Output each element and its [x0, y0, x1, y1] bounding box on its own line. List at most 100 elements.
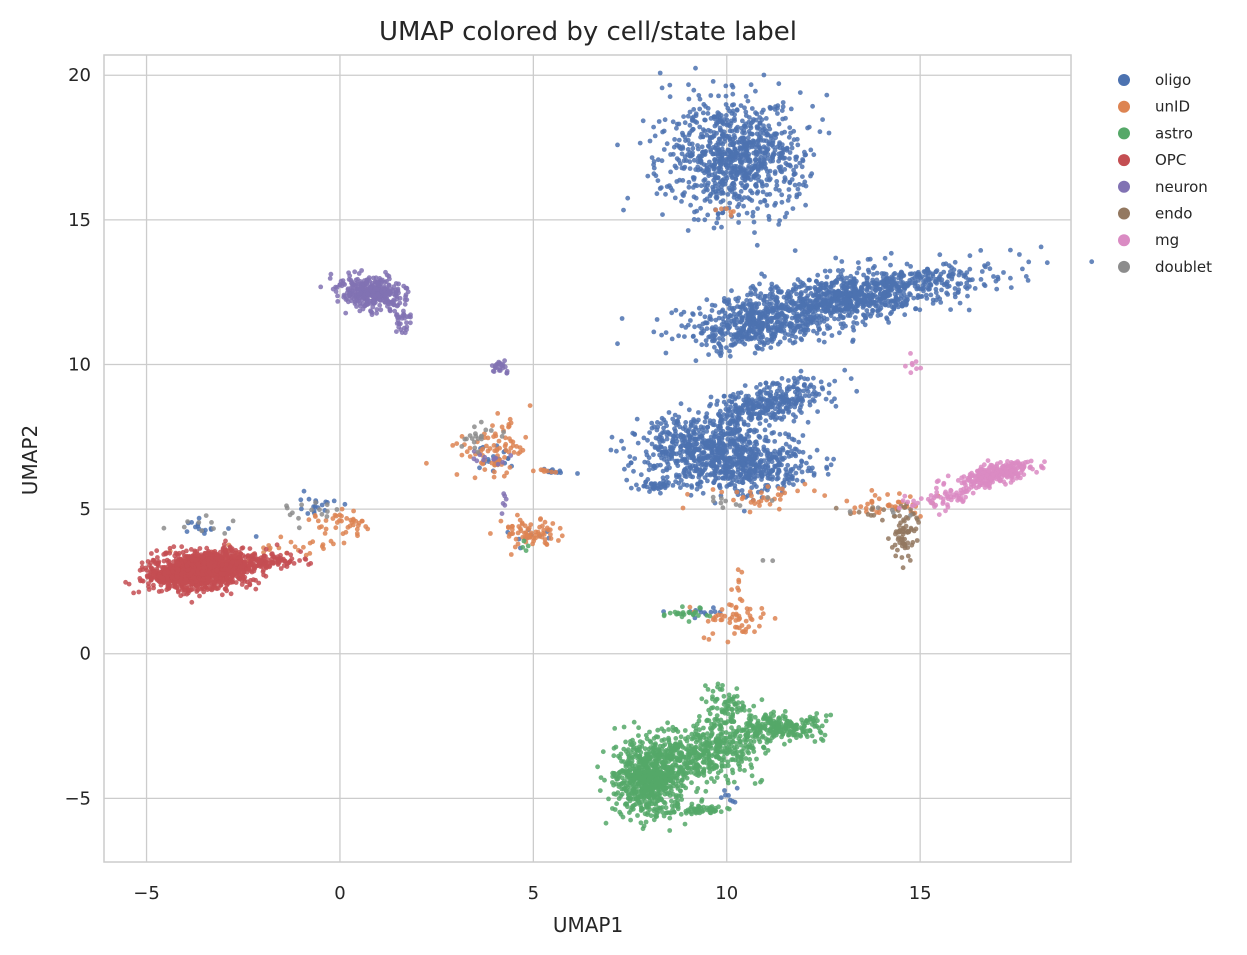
point-oligo: [723, 178, 729, 184]
point-oligo: [671, 420, 677, 426]
point-astro: [653, 734, 659, 739]
point-oligo: [705, 187, 710, 193]
point-oligo: [754, 385, 759, 390]
point-unID: [340, 531, 346, 537]
point-oligo: [800, 174, 805, 180]
point-oligo: [753, 171, 758, 177]
point-oligo: [716, 93, 721, 99]
point-astro: [603, 820, 609, 826]
point-oligo: [822, 268, 828, 274]
point-oligo: [877, 291, 883, 297]
point-oligo: [793, 334, 799, 340]
point-unID: [557, 525, 563, 531]
point-oligo: [652, 133, 658, 139]
point-oligo: [711, 480, 716, 485]
point-oligo: [688, 423, 694, 429]
point-oligo: [698, 159, 704, 164]
point-oligo: [759, 271, 764, 277]
point-oligo: [657, 186, 663, 191]
point-oligo: [698, 205, 703, 211]
point-unID: [730, 611, 736, 617]
point-oligo: [689, 118, 695, 123]
point-oligo: [780, 100, 786, 105]
point-oligo: [723, 792, 728, 798]
point-oligo: [893, 294, 899, 300]
point-oligo: [822, 285, 827, 291]
point-unID: [501, 473, 507, 479]
point-oligo: [933, 297, 939, 303]
point-unID: [724, 206, 729, 212]
point-oligo: [710, 79, 716, 84]
point-oligo: [691, 87, 697, 93]
point-oligo: [757, 120, 763, 126]
point-oligo: [719, 180, 725, 186]
point-oligo: [761, 444, 767, 450]
point-oligo: [938, 300, 944, 305]
point-oligo: [802, 179, 808, 185]
point-oligo: [759, 410, 765, 415]
point-astro: [621, 770, 626, 776]
point-oligo: [705, 212, 711, 218]
point-oligo: [815, 409, 820, 414]
point-oligo: [853, 315, 858, 320]
point-oligo: [654, 191, 660, 197]
point-unID: [507, 465, 513, 470]
point-oligo: [740, 301, 746, 307]
point-oligo: [770, 451, 776, 457]
point-oligo: [661, 425, 666, 431]
point-oligo: [704, 460, 709, 466]
point-unID: [506, 534, 512, 539]
point-oligo: [663, 191, 668, 197]
point-unID: [727, 620, 733, 626]
point-oligo: [944, 290, 949, 296]
point-unID: [778, 492, 784, 498]
point-unID: [734, 489, 740, 495]
point-oligo: [827, 310, 833, 316]
point-oligo: [667, 94, 673, 100]
point-oligo: [717, 408, 723, 414]
point-oligo: [708, 394, 714, 400]
point-oligo: [649, 155, 655, 161]
point-oligo: [799, 337, 805, 343]
point-oligo: [902, 312, 908, 318]
point-oligo: [991, 274, 996, 279]
point-astro: [615, 790, 621, 795]
point-astro: [631, 719, 637, 725]
point-oligo: [791, 437, 797, 443]
point-oligo: [982, 263, 987, 268]
point-oligo: [184, 529, 190, 534]
point-oligo: [693, 167, 699, 172]
point-oligo: [649, 441, 655, 447]
point-oligo: [1020, 266, 1025, 272]
point-astro: [648, 739, 654, 745]
point-unID: [339, 513, 344, 519]
point-oligo: [821, 339, 827, 345]
point-oligo: [681, 193, 686, 199]
point-oligo: [306, 496, 312, 502]
point-oligo: [634, 416, 640, 422]
point-oligo: [856, 265, 862, 271]
point-oligo: [855, 260, 861, 265]
point-oligo: [727, 136, 732, 141]
point-oligo: [768, 345, 774, 350]
point-unID: [722, 613, 728, 619]
point-oligo: [658, 490, 663, 496]
point-oligo: [757, 435, 763, 440]
point-oligo: [837, 330, 842, 336]
point-oligo: [838, 276, 844, 282]
point-oligo: [766, 213, 772, 219]
point-oligo: [916, 294, 922, 300]
point-oligo: [655, 157, 661, 163]
point-oligo: [828, 462, 834, 468]
point-oligo: [883, 271, 889, 277]
point-oligo: [756, 301, 762, 307]
point-oligo: [832, 316, 837, 322]
point-astro: [626, 792, 632, 797]
point-astro: [678, 811, 684, 817]
point-oligo: [692, 458, 698, 464]
point-astro: [639, 799, 645, 805]
point-oligo: [695, 146, 701, 152]
point-oligo: [756, 416, 761, 421]
point-oligo: [726, 165, 732, 171]
point-oligo: [769, 476, 775, 482]
